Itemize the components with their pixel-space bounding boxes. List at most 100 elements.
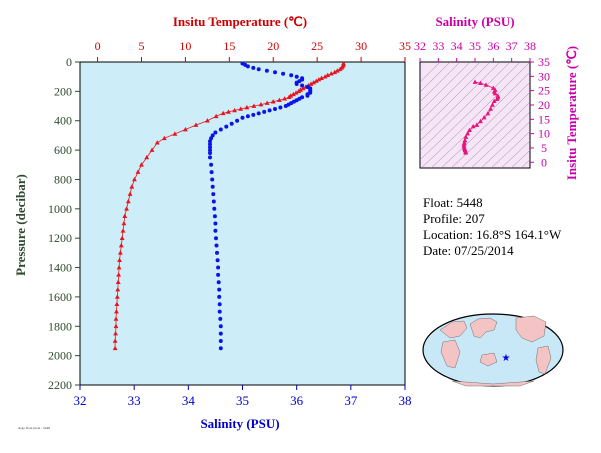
salinity-point (235, 118, 240, 123)
salinity-point (218, 324, 223, 329)
pressure-axis-title: Pressure (decibar) (13, 174, 28, 276)
temperature-point (334, 68, 340, 73)
ts-point (467, 127, 472, 132)
salinity-axis-title: Salinity (PSU) (200, 416, 279, 431)
temperature-point (311, 79, 317, 85)
temperature-point (119, 235, 125, 240)
temperature-point (226, 109, 231, 114)
map-south-america (535, 345, 552, 375)
density-contour (420, 62, 471, 113)
salinity-point (251, 112, 256, 117)
salinity-point (229, 121, 234, 126)
temperature-axis-title: Insitu Temperature (℃) (173, 14, 307, 29)
pressure-tick-label: 800 (54, 172, 72, 186)
salinity-tick-label: 36 (290, 393, 304, 408)
temperature-point (112, 345, 118, 351)
temperature-point (270, 99, 276, 104)
pressure-tick-label: 200 (54, 84, 72, 98)
ts-temperature-tick-label: 25 (538, 84, 550, 98)
temperature-point (113, 316, 119, 321)
ts-temperature-tick-label: 15 (538, 112, 550, 126)
profile-date: Date: 07/25/2014 (423, 243, 514, 258)
salinity-point (210, 184, 215, 189)
ts-point (485, 110, 491, 116)
salinity-point (216, 280, 221, 285)
pressure-tick-label: 1800 (48, 319, 72, 333)
salinity-point (278, 105, 283, 110)
map-asia (469, 317, 498, 339)
ts-point (481, 114, 487, 120)
temperature-point (276, 97, 282, 102)
ts-point (478, 118, 483, 124)
density-contour (420, 62, 451, 93)
salinity-tick-label: 32 (74, 393, 87, 408)
salinity-point (267, 108, 272, 113)
temperature-point (135, 169, 141, 174)
salinity-point (210, 177, 215, 182)
ts-temperature-tick-label: 20 (538, 98, 550, 112)
map-australia (479, 352, 498, 367)
temperature-point (117, 257, 122, 263)
temperature-point (115, 286, 121, 292)
temperature-point (113, 323, 119, 329)
salinity-point (264, 68, 269, 73)
density-contour (500, 140, 530, 168)
profile-axes: 0 5 10 15 20 25 30 35 32 33 34 35 36 37 38 0 200 400 600 80… (48, 39, 412, 408)
ts-salinity-tick-label: 32 (414, 39, 426, 53)
map-europe (439, 320, 468, 339)
density-contour (420, 62, 501, 142)
salinity-point (208, 142, 212, 147)
salinity-point (208, 151, 212, 155)
ts-point (463, 150, 469, 155)
salinity-point (283, 104, 288, 108)
temperature-point (258, 101, 264, 107)
salinity-point (213, 221, 218, 226)
density-contour (470, 111, 530, 168)
pressure-tick-label: 2000 (48, 349, 72, 363)
ts-point (470, 123, 476, 129)
temperature-tick-label: 25 (311, 39, 323, 53)
salinity-point (208, 155, 212, 160)
ts-point (491, 98, 497, 104)
ts-salinity-tick-label: 38 (524, 39, 536, 53)
ts-salinity-title: Salinity (PSU) (435, 14, 514, 29)
salinity-point (215, 258, 220, 263)
ts-temperature-tick-label: 10 (538, 127, 550, 141)
ts-salinity-tick-label: 37 (506, 39, 518, 53)
pressure-tick-label: 600 (54, 143, 72, 157)
salinity-point (208, 148, 212, 153)
map-antarctica (451, 380, 535, 387)
salinity-point (218, 339, 223, 343)
temperature-point (127, 191, 133, 196)
salinity-point (213, 228, 218, 233)
temperature-point (118, 250, 123, 255)
pressure-tick-label: 1000 (48, 202, 72, 216)
ts-marks (461, 79, 501, 155)
location-map: ★ (422, 313, 564, 387)
salinity-point (240, 115, 245, 120)
profile-number: Profile: 207 (423, 211, 485, 226)
temperature-point (251, 103, 257, 108)
profile-marks (112, 60, 346, 351)
ts-point (494, 96, 500, 102)
density-contour (420, 62, 461, 103)
salinity-tick-label: 37 (344, 393, 358, 408)
salinity-point (208, 139, 212, 144)
ts-point (474, 122, 480, 127)
salinity-point (281, 71, 286, 76)
density-contour (420, 62, 530, 168)
ts-temperature-tick-label: 0 (541, 155, 547, 169)
salinity-point (256, 111, 261, 116)
temperature-point (114, 301, 120, 307)
map-africa (440, 339, 461, 369)
density-contour (420, 62, 441, 83)
temperature-point (325, 72, 331, 78)
density-contour (480, 121, 530, 168)
salinity-point (214, 243, 219, 248)
ts-point (483, 82, 489, 87)
ts-salinity-tick-label: 36 (487, 39, 499, 53)
density-contour (420, 62, 481, 122)
ts-temperature-title: Insitu Temperature (℃) (564, 46, 579, 180)
ts-point (472, 79, 478, 84)
